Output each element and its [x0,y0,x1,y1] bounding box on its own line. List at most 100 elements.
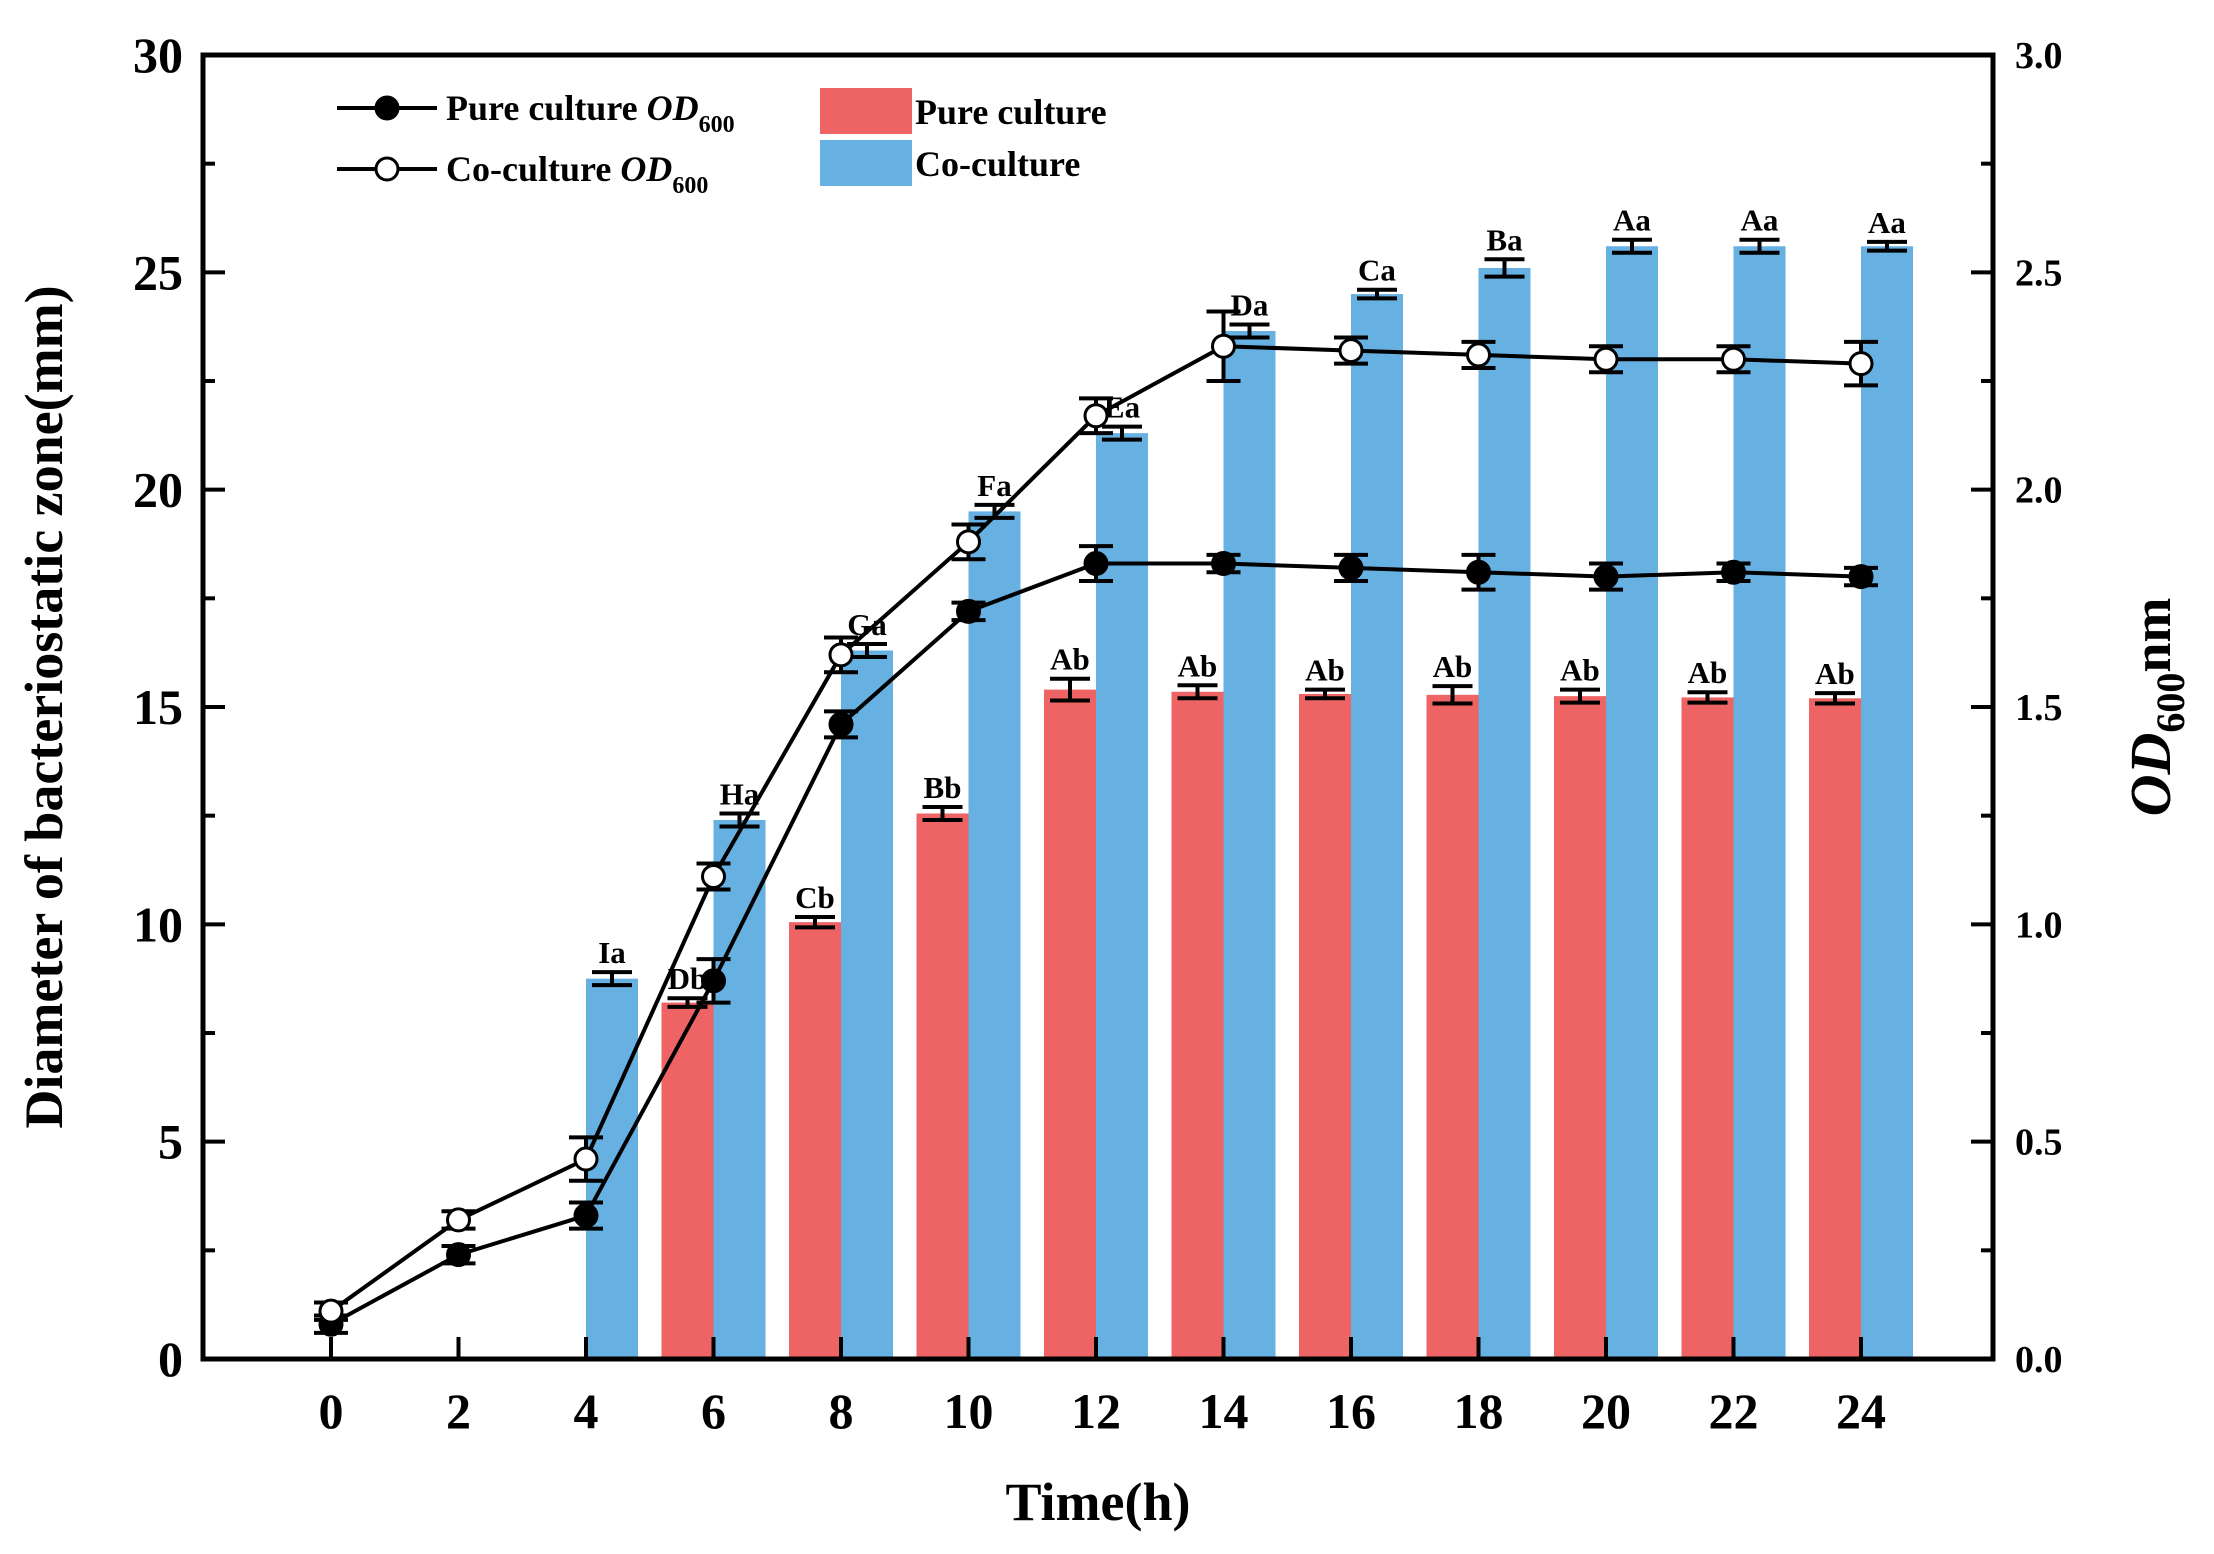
bar [713,820,766,1359]
bar [1809,698,1861,1359]
bar [916,813,969,1359]
y-left-tick-label: 20 [133,462,183,518]
x-tick-label: 10 [944,1383,994,1439]
significance-label: Ba [1486,222,1523,257]
od-point-open [1593,346,1619,372]
significance-label: Ab [1688,655,1728,690]
legend-swatch [820,88,912,134]
od-point-open [1721,346,1746,372]
x-tick-label: 22 [1709,1383,1759,1439]
significance-label: Cb [795,880,835,915]
legend-label-name: Co-culture [446,149,620,189]
od-point-filled [446,1242,471,1268]
bar [789,922,841,1359]
y-right-tick-label: 1.5 [2015,687,2063,729]
bar [1426,694,1479,1359]
bar [1606,246,1658,1360]
x-tick-label: 12 [1071,1383,1121,1439]
od-point-filled [1848,564,1874,590]
od-point-open [1211,333,1236,359]
legend-label-sub: 600 [672,173,708,199]
x-tick-label: 14 [1199,1383,1249,1439]
bar [1861,246,1913,1360]
od-point-filled [701,968,726,994]
y-right-tick-label: 0.5 [2015,1122,2063,1164]
bar [1554,696,1606,1359]
significance-label: Ab [1815,656,1855,691]
od-point-open [1338,338,1364,364]
y-right-tick-label: 2.5 [2015,252,2063,294]
od-point-filled [1593,564,1619,590]
od-point-filled [573,1203,599,1229]
y-right-axis-title-suffix: nm [2122,598,2182,673]
od-point-open [701,864,726,890]
y-right-tick-label: 1.0 [2015,904,2063,946]
bar [1478,267,1531,1359]
significance-label: Ca [1358,253,1396,288]
od-point-open [1848,351,1874,377]
od-point-filled [1466,559,1491,585]
od-point-filled [1338,555,1364,581]
legend-label-italic: OD [620,149,672,189]
legend-marker-open [374,156,400,182]
y-right-axis-title: OD600nm [2118,598,2193,817]
significance-label: Ab [1050,642,1090,677]
bar [1681,697,1734,1359]
x-tick-label: 16 [1326,1383,1376,1439]
bar [661,1002,714,1359]
y-right-tick-label: 3.0 [2015,35,2063,77]
significance-label: Aa [1741,203,1779,238]
legend-marker-filled [374,95,400,121]
y-right-axis-title-sub: 600 [2148,673,2193,733]
significance-label: Ab [1178,648,1218,683]
y-left-tick-label: 0 [158,1331,183,1387]
od-point-open [956,529,981,555]
od-point-filled [956,598,981,624]
bar [1351,294,1403,1360]
od-point-open [1083,403,1109,429]
y-right-tick-label: 2.0 [2015,470,2063,512]
legend-label-italic: OD [647,88,699,128]
legend-label: Co-culture [915,144,1080,184]
x-tick-label: 24 [1836,1383,1886,1439]
significance-label: Aa [1613,203,1651,238]
bar [1096,433,1148,1359]
x-tick-label: 4 [574,1383,599,1439]
od-point-open [573,1146,599,1172]
bar [968,511,1021,1359]
y-right-axis-title-italic: OD [2118,733,2183,817]
od-point-filled [1083,551,1109,577]
bar [1044,689,1096,1359]
significance-label: Ab [1305,653,1345,688]
bar [841,650,893,1359]
od-point-filled [1721,559,1746,585]
y-left-tick-label: 15 [133,679,183,735]
od-point-open [446,1207,471,1233]
legend-label: Pure culture OD600 [446,88,735,138]
x-tick-label: 0 [319,1383,344,1439]
y-right-tick-label: 0.0 [2015,1339,2063,1381]
significance-label: Aa [1868,205,1906,240]
significance-label: Fa [977,468,1012,503]
significance-label: Ia [598,935,626,970]
significance-label: Bb [924,770,962,805]
legend-label: Pure culture [915,92,1107,132]
bar [1171,691,1224,1359]
x-tick-label: 6 [701,1383,726,1439]
od-point-open [1466,342,1491,368]
y-left-tick-label: 10 [133,896,183,952]
od-point-filled [1211,551,1236,577]
od-point-open [318,1298,344,1324]
y-left-tick-label: 25 [133,244,183,300]
x-tick-label: 18 [1454,1383,1504,1439]
legend-label-name: Pure culture [446,88,647,128]
bar [1299,693,1351,1359]
legend-label-sub: 600 [699,112,735,138]
significance-label: Da [1231,287,1269,322]
significance-label: Ab [1560,653,1600,688]
od-point-open [828,642,854,668]
y-left-tick-label: 30 [133,27,183,83]
